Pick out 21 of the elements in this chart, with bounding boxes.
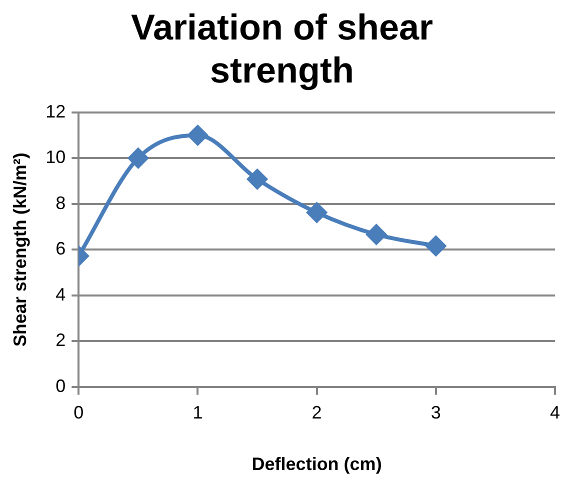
y-tick-label: 6 [56,238,66,259]
point [426,236,446,256]
y-tick-label: 8 [56,192,66,213]
x-tick-label: 4 [550,402,560,423]
x-tick-label: 3 [430,402,441,423]
y-tick-label: 12 [46,101,66,122]
x-tick-label: 1 [192,402,203,423]
y-tick-label: 2 [56,330,66,350]
y-tick-label: 4 [56,284,66,304]
y-tick-label: 0 [56,376,66,396]
point [306,202,327,223]
point [188,125,208,146]
y-tick-label: 10 [46,147,66,168]
point [247,169,268,190]
point [366,224,386,245]
x-axis-title: Deflection (cm) [252,454,382,474]
y-axis-title: Shear strength (kN/m²) [10,152,30,347]
x-tick-label: 2 [312,402,322,423]
x-tick-label: 0 [74,402,84,423]
point [128,148,148,168]
chart-title: Variation of shear strength [130,6,434,91]
